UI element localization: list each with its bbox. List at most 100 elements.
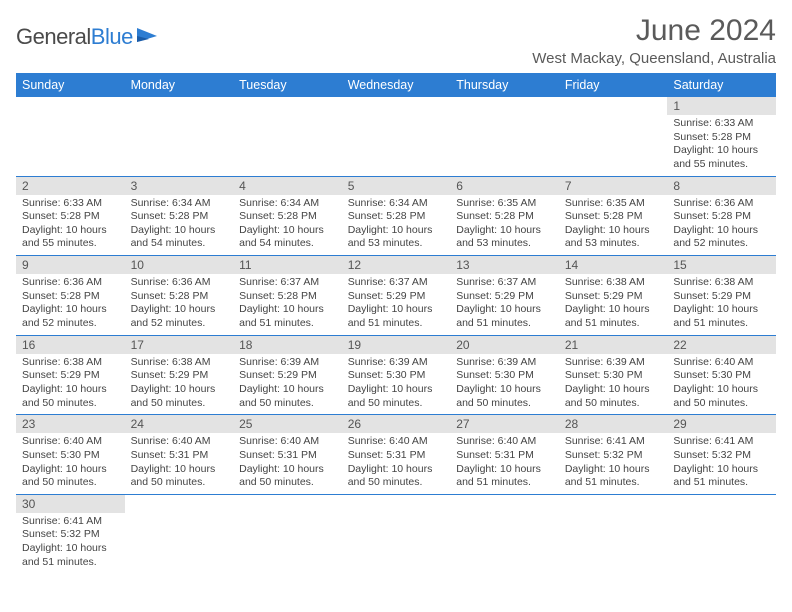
day-number: 3	[125, 177, 234, 195]
calendar-cell-empty	[342, 97, 451, 176]
day-number: 14	[559, 256, 668, 274]
day-number: 5	[342, 177, 451, 195]
calendar-cell: 12Sunrise: 6:37 AMSunset: 5:29 PMDayligh…	[342, 256, 451, 336]
day-details: Sunrise: 6:39 AMSunset: 5:30 PMDaylight:…	[559, 354, 668, 415]
day-details: Sunrise: 6:38 AMSunset: 5:29 PMDaylight:…	[667, 274, 776, 335]
day-header: Saturday	[667, 73, 776, 97]
calendar-cell: 4Sunrise: 6:34 AMSunset: 5:28 PMDaylight…	[233, 176, 342, 256]
day-number: 8	[667, 177, 776, 195]
day-number: 1	[667, 97, 776, 115]
day-number: 23	[16, 415, 125, 433]
calendar-cell: 15Sunrise: 6:38 AMSunset: 5:29 PMDayligh…	[667, 256, 776, 336]
logo-text-blue: Blue	[91, 24, 133, 49]
day-number: 22	[667, 336, 776, 354]
logo-text: GeneralBlue	[16, 24, 133, 50]
calendar-cell-empty	[450, 97, 559, 176]
calendar-cell: 28Sunrise: 6:41 AMSunset: 5:32 PMDayligh…	[559, 415, 668, 495]
calendar-cell: 26Sunrise: 6:40 AMSunset: 5:31 PMDayligh…	[342, 415, 451, 495]
location-text: West Mackay, Queensland, Australia	[532, 50, 776, 67]
day-number: 4	[233, 177, 342, 195]
calendar-cell: 11Sunrise: 6:37 AMSunset: 5:28 PMDayligh…	[233, 256, 342, 336]
day-details: Sunrise: 6:40 AMSunset: 5:30 PMDaylight:…	[667, 354, 776, 415]
day-details: Sunrise: 6:39 AMSunset: 5:29 PMDaylight:…	[233, 354, 342, 415]
calendar-row: 2Sunrise: 6:33 AMSunset: 5:28 PMDaylight…	[16, 176, 776, 256]
calendar-cell: 9Sunrise: 6:36 AMSunset: 5:28 PMDaylight…	[16, 256, 125, 336]
calendar-cell: 1Sunrise: 6:33 AMSunset: 5:28 PMDaylight…	[667, 97, 776, 176]
calendar-cell-empty	[233, 494, 342, 573]
day-number: 24	[125, 415, 234, 433]
calendar-row: 30Sunrise: 6:41 AMSunset: 5:32 PMDayligh…	[16, 494, 776, 573]
calendar-cell: 25Sunrise: 6:40 AMSunset: 5:31 PMDayligh…	[233, 415, 342, 495]
day-details: Sunrise: 6:37 AMSunset: 5:29 PMDaylight:…	[342, 274, 451, 335]
day-number: 30	[16, 495, 125, 513]
calendar-cell: 18Sunrise: 6:39 AMSunset: 5:29 PMDayligh…	[233, 335, 342, 415]
logo: GeneralBlue	[16, 24, 159, 50]
day-details: Sunrise: 6:34 AMSunset: 5:28 PMDaylight:…	[125, 195, 234, 256]
day-details: Sunrise: 6:33 AMSunset: 5:28 PMDaylight:…	[667, 115, 776, 176]
day-details: Sunrise: 6:36 AMSunset: 5:28 PMDaylight:…	[125, 274, 234, 335]
calendar-cell: 13Sunrise: 6:37 AMSunset: 5:29 PMDayligh…	[450, 256, 559, 336]
day-details: Sunrise: 6:38 AMSunset: 5:29 PMDaylight:…	[125, 354, 234, 415]
day-header: Friday	[559, 73, 668, 97]
day-details: Sunrise: 6:34 AMSunset: 5:28 PMDaylight:…	[342, 195, 451, 256]
day-details: Sunrise: 6:37 AMSunset: 5:28 PMDaylight:…	[233, 274, 342, 335]
header: GeneralBlue June 2024 West Mackay, Queen…	[16, 14, 776, 67]
calendar-cell: 6Sunrise: 6:35 AMSunset: 5:28 PMDaylight…	[450, 176, 559, 256]
calendar-cell: 20Sunrise: 6:39 AMSunset: 5:30 PMDayligh…	[450, 335, 559, 415]
calendar-cell: 5Sunrise: 6:34 AMSunset: 5:28 PMDaylight…	[342, 176, 451, 256]
day-number: 9	[16, 256, 125, 274]
day-number: 17	[125, 336, 234, 354]
calendar-cell: 8Sunrise: 6:36 AMSunset: 5:28 PMDaylight…	[667, 176, 776, 256]
day-details: Sunrise: 6:40 AMSunset: 5:31 PMDaylight:…	[125, 433, 234, 494]
day-details: Sunrise: 6:36 AMSunset: 5:28 PMDaylight:…	[667, 195, 776, 256]
title-block: June 2024 West Mackay, Queensland, Austr…	[532, 14, 776, 67]
day-details: Sunrise: 6:40 AMSunset: 5:31 PMDaylight:…	[342, 433, 451, 494]
day-number: 21	[559, 336, 668, 354]
calendar-body: 1Sunrise: 6:33 AMSunset: 5:28 PMDaylight…	[16, 97, 776, 573]
calendar-cell: 10Sunrise: 6:36 AMSunset: 5:28 PMDayligh…	[125, 256, 234, 336]
calendar-cell: 27Sunrise: 6:40 AMSunset: 5:31 PMDayligh…	[450, 415, 559, 495]
day-details: Sunrise: 6:41 AMSunset: 5:32 PMDaylight:…	[559, 433, 668, 494]
day-details: Sunrise: 6:38 AMSunset: 5:29 PMDaylight:…	[16, 354, 125, 415]
calendar-cell-empty	[559, 97, 668, 176]
day-details: Sunrise: 6:40 AMSunset: 5:30 PMDaylight:…	[16, 433, 125, 494]
day-number: 26	[342, 415, 451, 433]
page-title: June 2024	[532, 14, 776, 48]
calendar-cell: 24Sunrise: 6:40 AMSunset: 5:31 PMDayligh…	[125, 415, 234, 495]
day-header-row: SundayMondayTuesdayWednesdayThursdayFrid…	[16, 73, 776, 97]
day-number: 13	[450, 256, 559, 274]
day-details: Sunrise: 6:35 AMSunset: 5:28 PMDaylight:…	[450, 195, 559, 256]
day-details: Sunrise: 6:41 AMSunset: 5:32 PMDaylight:…	[16, 513, 125, 574]
calendar-row: 16Sunrise: 6:38 AMSunset: 5:29 PMDayligh…	[16, 335, 776, 415]
day-details: Sunrise: 6:40 AMSunset: 5:31 PMDaylight:…	[450, 433, 559, 494]
day-number: 19	[342, 336, 451, 354]
calendar-cell: 7Sunrise: 6:35 AMSunset: 5:28 PMDaylight…	[559, 176, 668, 256]
day-header: Sunday	[16, 73, 125, 97]
calendar-row: 9Sunrise: 6:36 AMSunset: 5:28 PMDaylight…	[16, 256, 776, 336]
day-details: Sunrise: 6:35 AMSunset: 5:28 PMDaylight:…	[559, 195, 668, 256]
day-header: Tuesday	[233, 73, 342, 97]
day-header: Monday	[125, 73, 234, 97]
day-number: 27	[450, 415, 559, 433]
calendar-cell-empty	[125, 494, 234, 573]
calendar-cell-empty	[450, 494, 559, 573]
day-details: Sunrise: 6:34 AMSunset: 5:28 PMDaylight:…	[233, 195, 342, 256]
calendar-cell-empty	[559, 494, 668, 573]
calendar-row: 1Sunrise: 6:33 AMSunset: 5:28 PMDaylight…	[16, 97, 776, 176]
calendar-cell: 29Sunrise: 6:41 AMSunset: 5:32 PMDayligh…	[667, 415, 776, 495]
day-number: 18	[233, 336, 342, 354]
day-details: Sunrise: 6:37 AMSunset: 5:29 PMDaylight:…	[450, 274, 559, 335]
day-number: 2	[16, 177, 125, 195]
calendar-cell: 17Sunrise: 6:38 AMSunset: 5:29 PMDayligh…	[125, 335, 234, 415]
day-header: Thursday	[450, 73, 559, 97]
day-number: 16	[16, 336, 125, 354]
day-number: 20	[450, 336, 559, 354]
day-number: 11	[233, 256, 342, 274]
day-number: 25	[233, 415, 342, 433]
calendar-cell: 22Sunrise: 6:40 AMSunset: 5:30 PMDayligh…	[667, 335, 776, 415]
flag-icon	[137, 26, 159, 49]
calendar-cell: 3Sunrise: 6:34 AMSunset: 5:28 PMDaylight…	[125, 176, 234, 256]
day-details: Sunrise: 6:39 AMSunset: 5:30 PMDaylight:…	[342, 354, 451, 415]
day-number: 10	[125, 256, 234, 274]
day-details: Sunrise: 6:36 AMSunset: 5:28 PMDaylight:…	[16, 274, 125, 335]
